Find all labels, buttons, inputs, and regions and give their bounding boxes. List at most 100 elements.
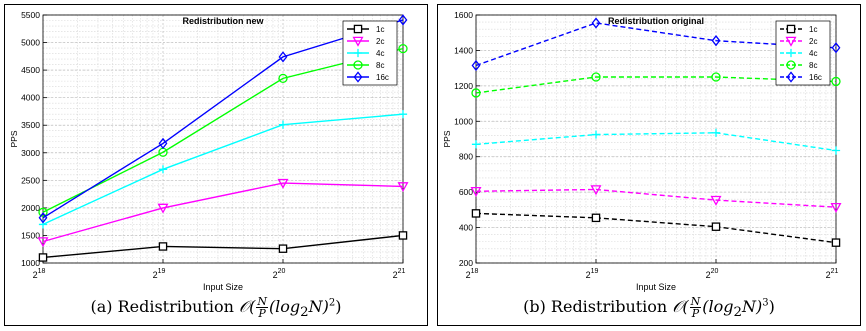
a-legend: 1c 2c 4c 8c 16c	[342, 20, 398, 86]
a-point-1c	[278, 244, 288, 253]
caption-a-log: (log	[268, 296, 301, 316]
b-point-4c	[711, 128, 721, 137]
b-title: Redistribution original	[608, 16, 704, 26]
b-legend-box	[775, 20, 831, 86]
chart-redistribution-new: 1000 1500 2000 2500 3000 3500 4000 4500 5000 5500…	[9, 10, 409, 292]
b-point-2c	[590, 185, 602, 196]
caption-b-close: )	[768, 296, 775, 316]
a-xtick-label: 221	[393, 268, 406, 280]
a-legend-label-2c: 2c	[376, 37, 384, 46]
a-ytick-label: 1500	[21, 230, 40, 240]
a-plot-frame	[42, 14, 404, 264]
caption-b-sub: 2	[733, 305, 742, 320]
b-ytick-label: 600	[459, 187, 473, 197]
b-xtick-label: 219	[586, 268, 599, 280]
b-ytick-label: 1200	[454, 81, 473, 91]
a-point-2c	[397, 182, 409, 193]
a-ytick-label: 2500	[21, 175, 40, 185]
b-xtick-label: 220	[706, 268, 719, 280]
b-xtick-label: 218	[466, 268, 479, 280]
b-point-8c	[711, 72, 721, 82]
b-ytick-label: 1000	[454, 116, 473, 126]
b-point-4c	[831, 146, 841, 155]
b-line-1c	[475, 212, 837, 244]
b-point-8c	[831, 76, 841, 87]
caption-b-prefix: (b) Redistribution	[523, 296, 673, 316]
a-legend-box	[342, 20, 398, 86]
a-point-4c	[398, 110, 408, 119]
caption-a-close: )	[335, 296, 342, 316]
caption-b-den: P	[691, 306, 700, 320]
b-series-1c	[471, 209, 841, 247]
a-legend-label-16c: 16c	[376, 73, 389, 82]
caption-a-num: N	[256, 294, 268, 308]
b-legend-marker-8c	[786, 60, 796, 70]
a-point-1c	[398, 231, 408, 240]
a-ylabel: PPS	[9, 130, 19, 147]
a-ytick-label: 3000	[21, 148, 40, 158]
caption-a-tail: N)	[308, 296, 329, 316]
b-legend-label-4c: 4c	[809, 49, 817, 58]
caption-b-log: (log	[702, 296, 734, 316]
b-legend-label-1c: 1c	[809, 25, 817, 34]
b-point-1c	[471, 209, 481, 218]
caption-b-num: N	[689, 294, 702, 308]
b-ylabel: PPS	[442, 130, 452, 147]
a-point-1c	[158, 242, 168, 251]
a-point-4c	[278, 120, 288, 129]
a-point-16c	[158, 137, 168, 150]
b-ytick-label: 1400	[454, 45, 473, 55]
a-line-1c	[42, 234, 404, 259]
a-line-4c	[42, 113, 404, 226]
a-point-8c	[278, 73, 288, 84]
b-legend-marker-2c	[785, 36, 797, 47]
a-ytick-label: 4000	[21, 93, 40, 103]
a-legend-label-4c: 4c	[376, 49, 384, 58]
a-point-4c	[158, 165, 168, 174]
b-point-2c	[710, 195, 722, 206]
b-legend: 1c 2c 4c 8c 16c	[775, 20, 831, 86]
caption-b-tail: N)	[742, 296, 763, 316]
a-xlabel: Input Size	[203, 282, 243, 292]
a-ytick-label: 2000	[21, 203, 40, 213]
caption-a-power: 2	[328, 297, 336, 309]
b-plot-frame	[475, 14, 837, 264]
b-xlabel: Input Size	[636, 282, 676, 292]
b-point-16c	[591, 17, 601, 29]
a-point-16c	[38, 212, 48, 224]
a-point-2c	[157, 203, 169, 214]
a-series-2c	[37, 178, 409, 248]
a-point-8c	[38, 207, 48, 217]
b-legend-label-8c: 8c	[809, 61, 817, 70]
a-point-2c	[37, 237, 49, 248]
a-point-2c	[277, 178, 289, 189]
caption-a-den: P	[258, 306, 266, 320]
a-ytick-label: 5000	[21, 38, 40, 48]
b-point-2c	[470, 187, 482, 198]
b-ytick-label: 400	[459, 223, 473, 233]
b-point-4c	[471, 140, 481, 149]
caption-b: (b) Redistribution 𝒪(N P (log2N)3)	[523, 294, 775, 320]
a-ytick-label: 4500	[21, 65, 40, 75]
a-series-1c	[38, 231, 408, 262]
b-line-2c	[475, 188, 837, 208]
chart-redistribution-original: 200 400 600 800 1000 1200 1400 1600 218 219 220 221…	[442, 10, 842, 292]
caption-b-power: 3	[762, 297, 769, 309]
a-legend-label-8c: 8c	[376, 61, 384, 70]
a-legend-marker-8c	[353, 60, 363, 70]
b-point-16c	[471, 59, 481, 72]
b-ytick-label: 800	[459, 152, 473, 162]
b-point-1c	[591, 213, 601, 223]
a-ytick-label: 5500	[21, 10, 40, 20]
b-ytick-label: 200	[459, 258, 473, 268]
a-legend-marker-16c	[353, 71, 363, 83]
a-ytick-label: 1000	[21, 258, 40, 268]
a-xtick-label: 220	[273, 268, 286, 280]
b-legend-marker-16c	[786, 71, 796, 83]
a-legend-marker-4c	[353, 48, 363, 58]
chart-panel-redistribution-original: 200 400 600 800 1000 1200 1400 1600 218 219 220 221…	[437, 4, 861, 326]
a-point-16c	[278, 51, 288, 63]
b-legend-marker-1c	[786, 24, 796, 34]
b-point-16c	[831, 42, 841, 54]
b-legend-marker-4c	[786, 48, 796, 58]
